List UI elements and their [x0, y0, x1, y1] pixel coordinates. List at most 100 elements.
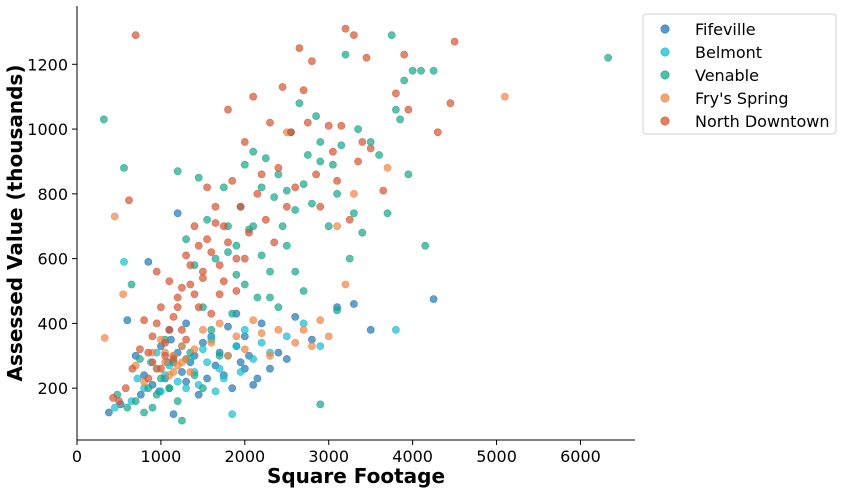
point-north-downtown — [125, 196, 133, 205]
point-venable — [165, 384, 174, 393]
point-venable — [198, 384, 207, 393]
point-north-downtown — [299, 86, 308, 95]
point-venable — [316, 400, 325, 409]
point-north-downtown — [215, 290, 224, 299]
point-venable — [156, 374, 165, 383]
point-belmont — [203, 358, 211, 367]
point-north-downtown — [450, 37, 459, 46]
point-north-downtown — [211, 219, 220, 227]
point-venable — [383, 209, 392, 218]
point-fry-s-spring — [110, 212, 119, 221]
point-fry-s-spring — [207, 338, 216, 347]
point-belmont — [219, 374, 228, 383]
point-venable — [375, 151, 383, 159]
point-belmont — [240, 325, 249, 334]
point-north-downtown — [173, 293, 182, 302]
x-tick-label: 3000 — [308, 447, 349, 466]
y-tick-label: 1200 — [27, 55, 68, 74]
point-venable — [232, 241, 241, 250]
point-venable — [408, 66, 417, 75]
point-north-downtown — [144, 374, 153, 383]
point-north-downtown — [152, 319, 161, 328]
point-belmont — [182, 384, 190, 393]
x-ticks: 0 1000 2000 3000 4000 5000 6000 — [72, 440, 601, 466]
point-venable — [358, 228, 367, 237]
point-north-downtown — [328, 147, 337, 156]
point-north-downtown — [391, 89, 400, 98]
point-north-downtown — [186, 261, 195, 269]
point-fry-s-spring — [100, 334, 109, 342]
point-north-downtown — [270, 238, 279, 247]
point-venable — [349, 209, 358, 218]
point-north-downtown — [324, 121, 333, 130]
point-north-downtown — [169, 355, 178, 363]
point-north-downtown — [148, 358, 157, 367]
point-north-downtown — [115, 397, 123, 405]
point-north-downtown — [131, 31, 140, 39]
point-north-downtown — [182, 251, 190, 260]
point-north-downtown — [173, 303, 182, 312]
point-fry-s-spring — [177, 342, 186, 350]
point-venable — [123, 403, 132, 412]
point-fry-s-spring — [190, 345, 199, 354]
point-north-downtown — [345, 215, 354, 224]
point-belmont — [133, 374, 142, 383]
point-venable — [207, 325, 216, 334]
point-north-downtown — [349, 31, 358, 39]
point-belmont — [391, 325, 400, 334]
point-fry-s-spring — [224, 351, 232, 360]
point-fry-s-spring — [307, 342, 316, 350]
point-fifeville — [169, 410, 178, 418]
point-venable — [135, 355, 144, 363]
point-north-downtown — [207, 309, 216, 318]
point-north-downtown — [236, 202, 245, 211]
point-venable — [232, 270, 241, 279]
point-venable — [354, 125, 362, 134]
point-north-downtown — [232, 287, 241, 295]
point-venable — [341, 50, 350, 59]
point-venable — [417, 66, 425, 75]
point-venable — [152, 390, 161, 399]
point-north-downtown — [215, 261, 224, 269]
point-belmont — [282, 332, 291, 341]
y-tick-label: 600 — [37, 250, 68, 269]
point-north-downtown — [203, 235, 211, 244]
y-ticks: 200 400 600 800 1000 1200 — [27, 55, 77, 398]
point-fifeville — [144, 257, 153, 266]
point-north-downtown — [194, 241, 203, 250]
point-north-downtown — [404, 105, 413, 114]
point-north-downtown — [240, 254, 249, 263]
point-venable — [261, 154, 270, 163]
point-venable — [173, 167, 182, 176]
point-venable — [219, 183, 228, 192]
points-layer — [100, 24, 612, 425]
point-fifeville — [203, 374, 211, 383]
point-venable — [148, 403, 157, 412]
point-north-downtown — [156, 364, 165, 373]
x-axis-title: Square Footage — [267, 464, 445, 488]
point-venable — [604, 53, 612, 62]
point-venable — [177, 416, 186, 425]
point-north-downtown — [152, 267, 161, 276]
legend-label-fifeville: Fifeville — [695, 20, 756, 39]
legend-label-fry-s-spring: Fry's Spring — [695, 89, 789, 108]
point-venable — [312, 112, 320, 120]
point-venable — [215, 351, 224, 360]
point-venable — [203, 215, 211, 224]
point-fifeville — [182, 319, 190, 328]
point-belmont — [249, 355, 258, 363]
point-belmont — [228, 410, 237, 418]
point-fry-s-spring — [291, 338, 300, 347]
point-fifeville — [291, 312, 300, 321]
point-venable — [266, 293, 274, 302]
legend-marker-venable — [660, 70, 670, 80]
point-venable — [299, 287, 308, 295]
legend-marker-fifeville — [660, 24, 670, 34]
point-belmont — [110, 403, 119, 412]
point-venable — [100, 115, 108, 124]
point-venable — [257, 251, 266, 260]
point-venable — [270, 193, 279, 201]
point-venable — [182, 235, 190, 244]
point-north-downtown — [333, 176, 341, 185]
